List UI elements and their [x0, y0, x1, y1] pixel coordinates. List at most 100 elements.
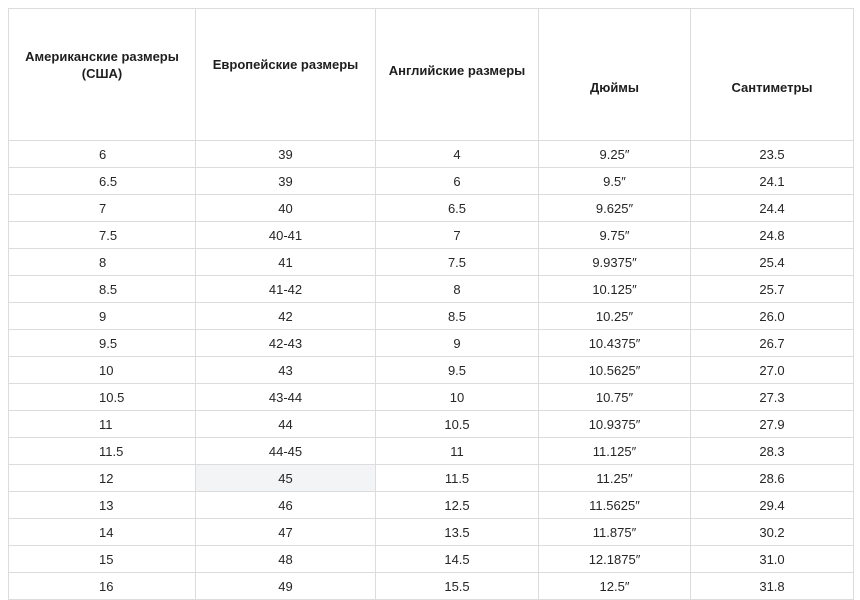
table-row: 7 40 6.5 9.625″ 24.4	[8, 194, 854, 222]
header-centimeters: Сантиметры	[690, 8, 854, 141]
us-size-cell: 6	[8, 140, 196, 168]
table-body: 6 39 4 9.25″ 23.5 6.5 39 6 9.5″ 24.1 7 40 6.5 9.625″ 2…	[8, 140, 854, 600]
uk-size-cell: 11.5	[375, 464, 539, 492]
us-size-cell: 14	[8, 518, 196, 546]
uk-size-cell: 13.5	[375, 518, 539, 546]
cm-cell: 26.7	[690, 329, 854, 357]
cm-cell: 31.0	[690, 545, 854, 573]
eu-size-cell: 44	[195, 410, 376, 438]
table-row: 13 46 12.5 11.5625″ 29.4	[8, 491, 854, 519]
table-row: 14 47 13.5 11.875″ 30.2	[8, 518, 854, 546]
uk-size-cell: 9	[375, 329, 539, 357]
cm-cell: 27.9	[690, 410, 854, 438]
cm-cell: 25.4	[690, 248, 854, 276]
eu-size-cell: 42-43	[195, 329, 376, 357]
uk-size-cell: 10	[375, 383, 539, 411]
table-row: 10.5 43-44 10 10.75″ 27.3	[8, 383, 854, 411]
inches-cell: 9.5″	[538, 167, 691, 195]
table-row: 8.5 41-42 8 10.125″ 25.7	[8, 275, 854, 303]
table-row: 9.5 42-43 9 10.4375″ 26.7	[8, 329, 854, 357]
uk-size-cell: 7	[375, 221, 539, 249]
inches-cell: 11.125″	[538, 437, 691, 465]
us-size-cell: 12	[8, 464, 196, 492]
inches-cell: 12.1875″	[538, 545, 691, 573]
cm-cell: 27.0	[690, 356, 854, 384]
cm-cell: 25.7	[690, 275, 854, 303]
eu-size-cell: 48	[195, 545, 376, 573]
us-size-cell: 9	[8, 302, 196, 330]
us-size-cell: 9.5	[8, 329, 196, 357]
uk-size-cell: 8	[375, 275, 539, 303]
inches-cell: 10.25″	[538, 302, 691, 330]
eu-size-cell: 49	[195, 572, 376, 600]
us-size-cell: 11	[8, 410, 196, 438]
cm-cell: 30.2	[690, 518, 854, 546]
inches-cell: 9.75″	[538, 221, 691, 249]
eu-size-cell: 40	[195, 194, 376, 222]
inches-cell: 10.5625″	[538, 356, 691, 384]
table-row: 11.5 44-45 11 11.125″ 28.3	[8, 437, 854, 465]
cm-cell: 23.5	[690, 140, 854, 168]
eu-size-cell: 43	[195, 356, 376, 384]
table-row: 9 42 8.5 10.25″ 26.0	[8, 302, 854, 330]
eu-size-cell: 43-44	[195, 383, 376, 411]
cm-cell: 24.8	[690, 221, 854, 249]
eu-size-cell: 41-42	[195, 275, 376, 303]
table-row: 7.5 40-41 7 9.75″ 24.8	[8, 221, 854, 249]
us-size-cell: 16	[8, 572, 196, 600]
cm-cell: 27.3	[690, 383, 854, 411]
table-row: 6 39 4 9.25″ 23.5	[8, 140, 854, 168]
uk-size-cell: 9.5	[375, 356, 539, 384]
us-size-cell: 10.5	[8, 383, 196, 411]
eu-size-cell: 41	[195, 248, 376, 276]
uk-size-cell: 11	[375, 437, 539, 465]
cm-cell: 28.3	[690, 437, 854, 465]
inches-cell: 12.5″	[538, 572, 691, 600]
inches-cell: 11.875″	[538, 518, 691, 546]
uk-size-cell: 6	[375, 167, 539, 195]
uk-size-cell: 12.5	[375, 491, 539, 519]
uk-size-cell: 7.5	[375, 248, 539, 276]
size-chart: Американские размеры (США) Европейские р…	[8, 8, 854, 600]
us-size-cell: 10	[8, 356, 196, 384]
eu-size-cell: 42	[195, 302, 376, 330]
table-row: 6.5 39 6 9.5″ 24.1	[8, 167, 854, 195]
uk-size-cell: 15.5	[375, 572, 539, 600]
size-conversion-table: Американские размеры (США) Европейские р…	[8, 8, 854, 600]
cm-cell: 29.4	[690, 491, 854, 519]
us-size-cell: 7.5	[8, 221, 196, 249]
header-eu-sizes: Европейские размеры	[195, 8, 376, 141]
cm-cell: 31.8	[690, 572, 854, 600]
inches-cell: 10.75″	[538, 383, 691, 411]
table-row: 10 43 9.5 10.5625″ 27.0	[8, 356, 854, 384]
header-us-sizes: Американские размеры (США)	[8, 8, 196, 141]
eu-size-cell: 39	[195, 140, 376, 168]
inches-cell: 9.25″	[538, 140, 691, 168]
eu-size-cell: 40-41	[195, 221, 376, 249]
inches-cell: 11.5625″	[538, 491, 691, 519]
table-row: 8 41 7.5 9.9375″ 25.4	[8, 248, 854, 276]
cm-cell: 28.6	[690, 464, 854, 492]
eu-size-cell: 46	[195, 491, 376, 519]
us-size-cell: 15	[8, 545, 196, 573]
inches-cell: 10.125″	[538, 275, 691, 303]
header-inches: Дюймы	[538, 8, 691, 141]
eu-size-cell: 44-45	[195, 437, 376, 465]
uk-size-cell: 4	[375, 140, 539, 168]
eu-size-cell: 47	[195, 518, 376, 546]
us-size-cell: 11.5	[8, 437, 196, 465]
us-size-cell: 7	[8, 194, 196, 222]
table-row: 11 44 10.5 10.9375″ 27.9	[8, 410, 854, 438]
us-size-cell: 8	[8, 248, 196, 276]
uk-size-cell: 6.5	[375, 194, 539, 222]
uk-size-cell: 10.5	[375, 410, 539, 438]
us-size-cell: 6.5	[8, 167, 196, 195]
table-row: 15 48 14.5 12.1875″ 31.0	[8, 545, 854, 573]
inches-cell: 9.9375″	[538, 248, 691, 276]
table-row: 16 49 15.5 12.5″ 31.8	[8, 572, 854, 600]
cm-cell: 24.1	[690, 167, 854, 195]
inches-cell: 10.4375″	[538, 329, 691, 357]
inches-cell: 11.25″	[538, 464, 691, 492]
us-size-cell: 13	[8, 491, 196, 519]
cm-cell: 24.4	[690, 194, 854, 222]
